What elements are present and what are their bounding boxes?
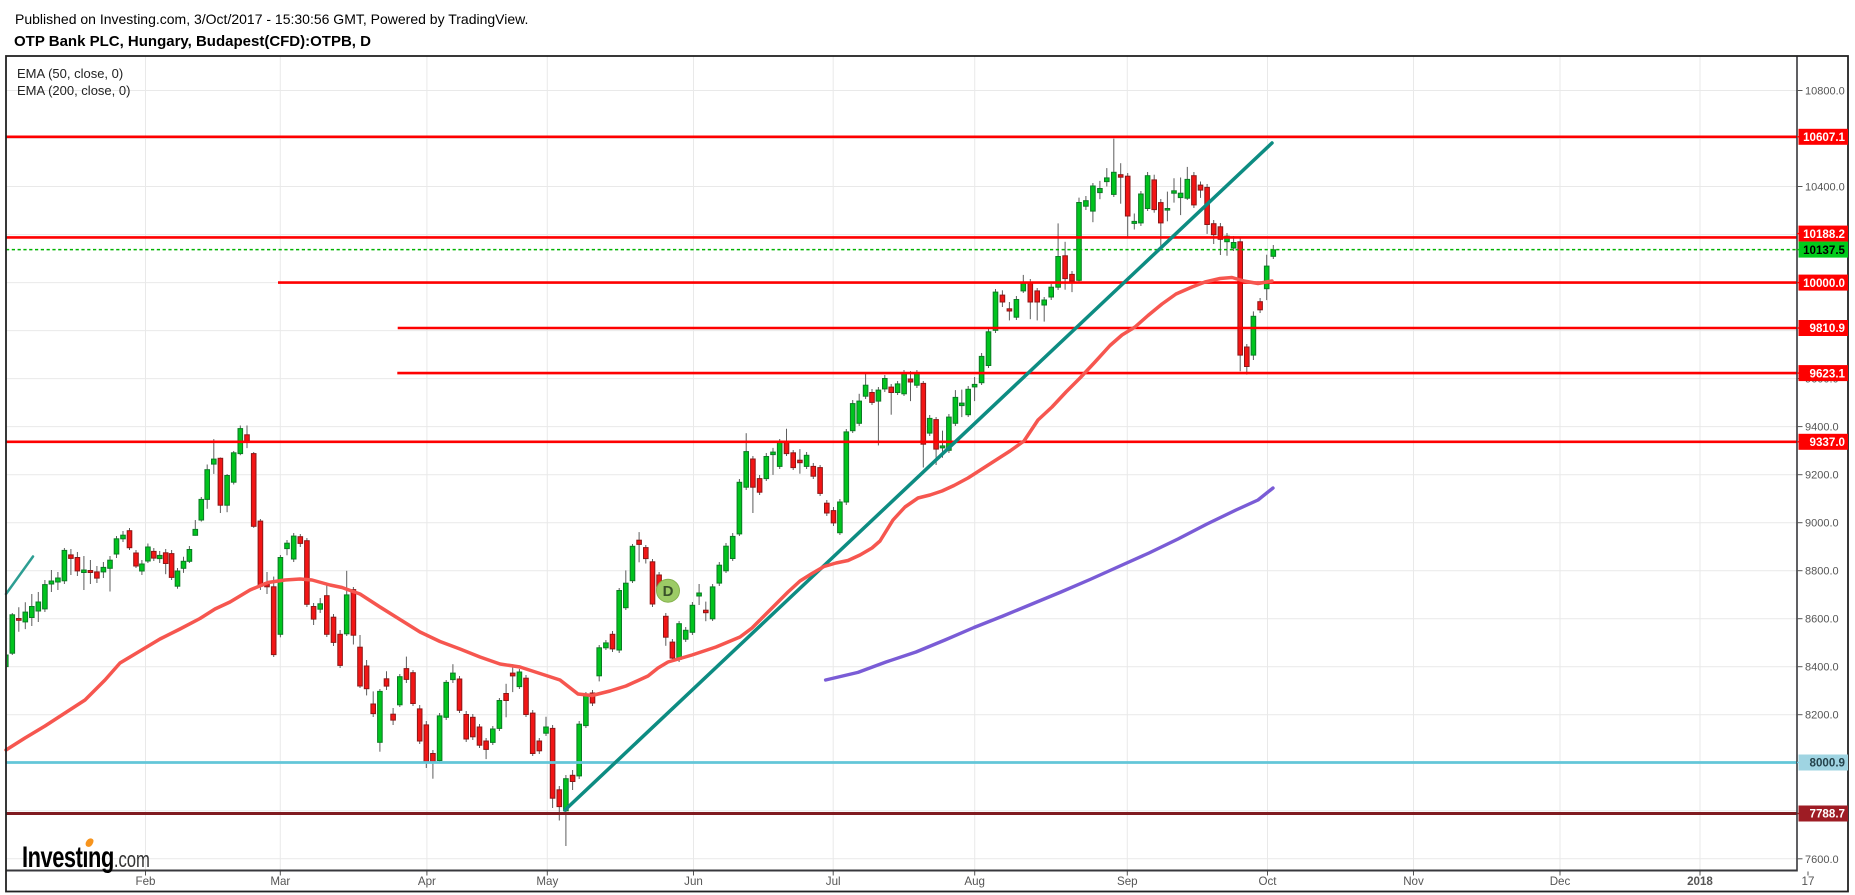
svg-text:7600.0: 7600.0 bbox=[1805, 854, 1839, 866]
svg-text:10137.5: 10137.5 bbox=[1803, 244, 1845, 257]
svg-text:9623.1: 9623.1 bbox=[1810, 367, 1846, 380]
svg-text:Sep: Sep bbox=[1117, 875, 1138, 888]
svg-text:D: D bbox=[663, 583, 674, 600]
svg-text:8800.0: 8800.0 bbox=[1805, 566, 1839, 578]
svg-text:Nov: Nov bbox=[1403, 875, 1424, 888]
svg-text:10607.1: 10607.1 bbox=[1803, 131, 1845, 144]
svg-text:Aug: Aug bbox=[964, 875, 985, 888]
svg-text:Jul: Jul bbox=[826, 875, 841, 888]
svg-text:May: May bbox=[536, 875, 558, 888]
svg-text:8000.9: 8000.9 bbox=[1810, 757, 1846, 770]
svg-text:9200.0: 9200.0 bbox=[1805, 470, 1839, 482]
svg-text:8200.0: 8200.0 bbox=[1805, 710, 1839, 722]
svg-text:9337.0: 9337.0 bbox=[1810, 436, 1845, 449]
svg-text:17: 17 bbox=[1802, 875, 1815, 888]
svg-text:8600.0: 8600.0 bbox=[1805, 614, 1839, 626]
svg-text:9400.0: 9400.0 bbox=[1805, 422, 1839, 434]
svg-text:Jun: Jun bbox=[684, 875, 703, 888]
svg-text:8400.0: 8400.0 bbox=[1805, 662, 1839, 674]
svg-text:Apr: Apr bbox=[418, 875, 436, 888]
svg-text:10000.0: 10000.0 bbox=[1803, 277, 1845, 290]
svg-text:Mar: Mar bbox=[270, 875, 290, 888]
svg-text:Dec: Dec bbox=[1550, 875, 1571, 888]
svg-text:10800.0: 10800.0 bbox=[1805, 86, 1845, 98]
svg-text:10188.2: 10188.2 bbox=[1803, 228, 1845, 241]
svg-text:10400.0: 10400.0 bbox=[1805, 182, 1845, 194]
svg-text:Oct: Oct bbox=[1258, 875, 1277, 888]
svg-text:9000.0: 9000.0 bbox=[1805, 518, 1839, 530]
svg-text:9810.9: 9810.9 bbox=[1810, 322, 1846, 335]
svg-text:2018: 2018 bbox=[1687, 875, 1713, 888]
svg-text:7788.7: 7788.7 bbox=[1810, 808, 1845, 821]
svg-text:Feb: Feb bbox=[136, 875, 156, 888]
